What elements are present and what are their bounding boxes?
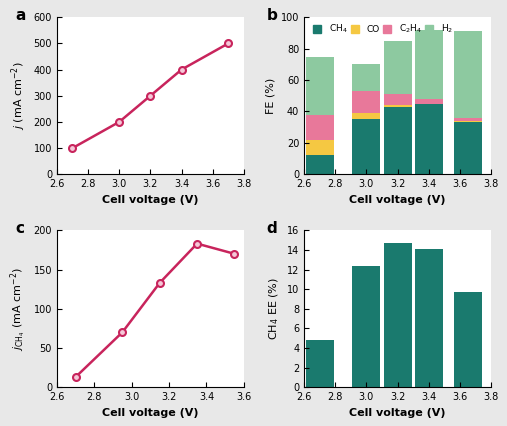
Legend: CH$_4$, CO, C$_2$H$_4$, H$_2$: CH$_4$, CO, C$_2$H$_4$, H$_2$ bbox=[310, 20, 456, 38]
Bar bbox=[306, 340, 334, 387]
Bar bbox=[306, 57, 334, 115]
Bar bbox=[384, 41, 412, 94]
Y-axis label: FE (%): FE (%) bbox=[265, 78, 275, 114]
X-axis label: Cell voltage (V): Cell voltage (V) bbox=[349, 408, 446, 417]
Y-axis label: $j_{\mathrm{CH_4}}$ (mA cm$^{-2}$): $j_{\mathrm{CH_4}}$ (mA cm$^{-2}$) bbox=[8, 267, 28, 351]
Bar bbox=[352, 91, 380, 113]
Bar bbox=[352, 64, 380, 91]
X-axis label: Cell voltage (V): Cell voltage (V) bbox=[349, 195, 446, 204]
Bar bbox=[454, 118, 482, 121]
Text: c: c bbox=[16, 221, 25, 236]
Bar bbox=[306, 140, 334, 155]
Bar bbox=[306, 115, 334, 140]
Text: b: b bbox=[267, 8, 278, 23]
Bar bbox=[415, 30, 443, 99]
Text: a: a bbox=[16, 8, 26, 23]
Bar bbox=[415, 99, 443, 104]
Bar bbox=[384, 107, 412, 174]
Y-axis label: CH$_4$ EE (%): CH$_4$ EE (%) bbox=[268, 277, 281, 340]
Bar bbox=[454, 32, 482, 118]
Bar bbox=[384, 242, 412, 387]
Bar bbox=[454, 291, 482, 387]
Bar bbox=[415, 249, 443, 387]
Bar bbox=[384, 105, 412, 107]
Y-axis label: $j$ (mA cm$^{-2}$): $j$ (mA cm$^{-2}$) bbox=[10, 61, 28, 130]
Bar bbox=[352, 265, 380, 387]
Bar bbox=[454, 122, 482, 174]
X-axis label: Cell voltage (V): Cell voltage (V) bbox=[102, 408, 199, 417]
Bar bbox=[454, 121, 482, 122]
Text: d: d bbox=[267, 221, 277, 236]
X-axis label: Cell voltage (V): Cell voltage (V) bbox=[102, 195, 199, 204]
Bar bbox=[415, 104, 443, 174]
Bar bbox=[384, 94, 412, 105]
Bar bbox=[306, 155, 334, 174]
Bar bbox=[352, 113, 380, 119]
Bar bbox=[352, 119, 380, 174]
